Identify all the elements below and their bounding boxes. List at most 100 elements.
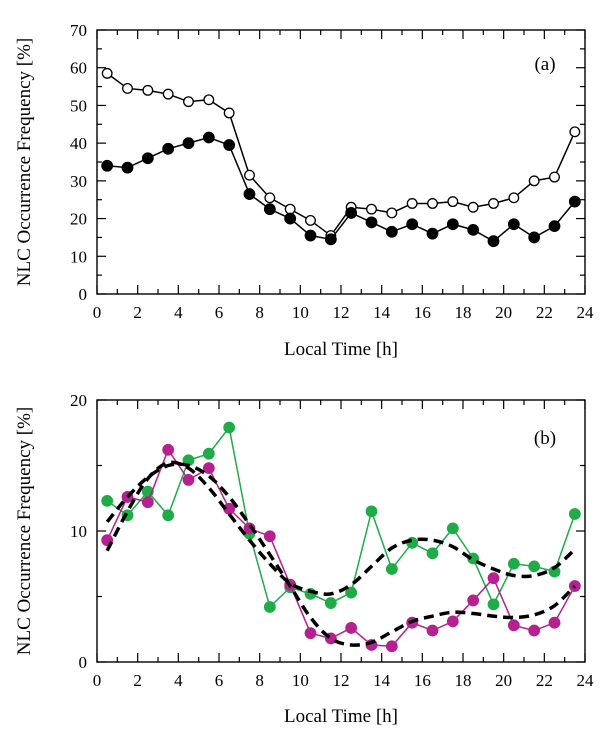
- x-tick-label: 6: [215, 671, 224, 690]
- data-point: [385, 640, 398, 653]
- data-point: [284, 212, 297, 225]
- data-point: [202, 447, 215, 460]
- x-tick-label: 2: [133, 303, 142, 322]
- data-point: [345, 622, 358, 634]
- data-point: [528, 624, 541, 637]
- data-point: [101, 67, 113, 79]
- series-line: [107, 136, 576, 243]
- data-point: [243, 188, 256, 200]
- series-3: [105, 460, 577, 596]
- data-point: [304, 229, 317, 242]
- x-tick-label: 4: [174, 303, 183, 322]
- data-point: [183, 96, 194, 108]
- y-tick-label: 70: [70, 21, 87, 40]
- x-tick-label: 16: [414, 303, 431, 322]
- y-tick-label: 50: [70, 96, 87, 115]
- data-point: [507, 619, 520, 632]
- y-tick-label: 10: [70, 522, 87, 541]
- x-tick-label: 18: [455, 671, 472, 690]
- data-point: [446, 522, 459, 535]
- data-point: [385, 563, 398, 575]
- data-point: [264, 192, 276, 204]
- data-point: [162, 443, 175, 456]
- data-point: [263, 530, 276, 543]
- data-point: [467, 201, 479, 213]
- data-point: [487, 598, 500, 611]
- data-point: [324, 597, 337, 609]
- series-2: [101, 443, 581, 653]
- x-tick-label: 10: [292, 671, 309, 690]
- data-point: [324, 233, 337, 246]
- y-tick-label: 20: [70, 391, 87, 410]
- series-4: [105, 462, 577, 647]
- data-point: [182, 474, 195, 486]
- series-line: [106, 72, 576, 237]
- data-point: [548, 616, 561, 629]
- chart-panel-a: 0 2 4 6 8 10 12 14 16 18 20 22 24010203040506070Loca…: [14, 21, 594, 360]
- y-tick-label: 60: [70, 59, 87, 78]
- x-tick-label: 6: [215, 303, 224, 322]
- x-tick-label: 24: [577, 671, 595, 690]
- data-point: [549, 171, 560, 183]
- series-2: [101, 131, 581, 248]
- plot-frame: [96, 29, 586, 295]
- data-point: [202, 131, 215, 144]
- data-point: [203, 94, 215, 106]
- x-tick-label: 0: [93, 303, 102, 322]
- data-point: [569, 126, 581, 138]
- x-tick-label: 8: [255, 303, 264, 322]
- x-tick-label: 14: [373, 303, 391, 322]
- data-point: [467, 223, 480, 236]
- x-tick-label: 22: [536, 671, 553, 690]
- panel-label: (b): [534, 428, 556, 449]
- data-point: [263, 203, 276, 216]
- y-tick-label: 10: [70, 247, 87, 266]
- data-point: [467, 594, 480, 607]
- fit-curve: [105, 462, 577, 647]
- data-point: [101, 494, 114, 507]
- x-tick-label: 8: [255, 671, 264, 690]
- fit-curve: [105, 460, 577, 596]
- data-point: [223, 107, 235, 119]
- y-tick-label: 30: [70, 172, 87, 191]
- data-point: [508, 192, 520, 204]
- data-point: [142, 84, 154, 96]
- data-point: [507, 218, 520, 231]
- x-tick-label: 24: [577, 303, 595, 322]
- series-line: [106, 425, 576, 609]
- data-point: [488, 198, 499, 209]
- data-point: [406, 218, 419, 231]
- data-point: [141, 152, 154, 165]
- data-point: [426, 624, 439, 637]
- data-point: [447, 196, 459, 208]
- data-point: [406, 198, 418, 209]
- data-point: [202, 462, 215, 475]
- x-tick-label: 12: [333, 671, 350, 690]
- data-point: [548, 220, 561, 233]
- data-point: [528, 231, 541, 244]
- data-point: [507, 557, 520, 570]
- x-axis-label: Local Time [h]: [284, 706, 398, 727]
- data-point: [366, 203, 377, 215]
- data-point: [446, 218, 459, 231]
- x-tick-label: 20: [495, 303, 512, 322]
- data-point: [487, 235, 500, 248]
- panel-label: (a): [534, 54, 555, 75]
- x-tick-label: 0: [93, 671, 102, 690]
- data-point: [446, 615, 459, 628]
- y-tick-label: 40: [70, 134, 87, 153]
- data-point: [427, 198, 438, 209]
- x-tick-label: 4: [174, 671, 183, 690]
- data-point: [365, 216, 378, 229]
- data-point: [162, 142, 175, 155]
- x-tick-label: 22: [536, 303, 553, 322]
- data-point: [304, 627, 317, 640]
- data-point: [182, 137, 195, 150]
- data-point: [345, 207, 358, 219]
- data-point: [162, 509, 175, 522]
- series-line: [106, 448, 576, 648]
- data-point: [162, 88, 174, 100]
- data-point: [141, 496, 154, 509]
- data-point: [244, 169, 255, 181]
